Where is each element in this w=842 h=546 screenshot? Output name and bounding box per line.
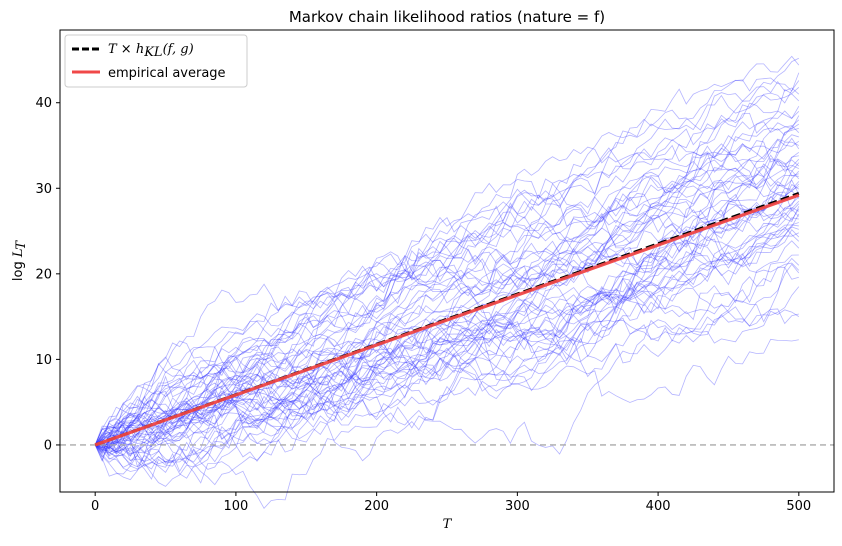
sample-path <box>94 157 800 446</box>
y-tick-label: 0 <box>44 438 52 453</box>
sample-path <box>94 80 800 446</box>
y-tick-label: 20 <box>35 267 52 282</box>
sample-path <box>95 137 800 455</box>
sample-path <box>95 93 800 450</box>
x-axis-label: T <box>443 517 453 532</box>
y-tick-label: 10 <box>35 353 52 368</box>
x-tick-label: 500 <box>786 499 811 514</box>
sample-path <box>94 252 800 487</box>
sample-path <box>94 179 800 452</box>
sample-path <box>94 217 799 467</box>
legend-times: × <box>117 42 136 57</box>
sample-path <box>94 55 800 446</box>
legend-args: (f, g) <box>163 42 194 57</box>
sample-path <box>94 87 800 453</box>
x-axis-ticks: 0 100 200 300 400 500 <box>91 492 811 514</box>
legend-kl-sub: KL <box>143 45 162 60</box>
sample-path <box>94 154 799 453</box>
x-tick-label: 300 <box>505 499 530 514</box>
legend-t: T <box>108 42 118 57</box>
sample-path <box>94 240 800 453</box>
x-tick-label: 400 <box>646 499 671 514</box>
sample-path <box>94 266 799 465</box>
legend: T × hKL(f, g) empirical average <box>64 34 248 88</box>
sample-path <box>94 181 800 473</box>
x-tick-label: 0 <box>91 499 99 514</box>
sample-path <box>94 196 800 446</box>
sample-path <box>94 204 800 452</box>
sample-path <box>94 80 800 446</box>
sample-path <box>94 213 800 447</box>
sample-path <box>94 168 800 457</box>
chart-title: Markov chain likelihood ratios (nature =… <box>289 8 605 26</box>
y-tick-label: 30 <box>35 182 52 197</box>
empirical-average-line <box>94 193 800 447</box>
sample-path <box>95 191 800 446</box>
sample-path <box>94 209 799 463</box>
sample-path <box>94 186 800 446</box>
sample-path <box>95 140 799 449</box>
sample-path <box>95 152 800 457</box>
sample-path <box>94 128 799 462</box>
y-axis-label-base: L <box>11 249 26 258</box>
legend-h: h <box>136 42 144 57</box>
sample-path <box>94 308 799 470</box>
sample-path <box>95 257 800 447</box>
sample-path <box>94 125 800 446</box>
sample-path <box>95 206 800 457</box>
sample-path <box>94 338 799 446</box>
y-axis-label-prefix: log <box>11 257 26 281</box>
sample-path <box>94 254 799 486</box>
y-axis-ticks: 0 10 20 30 40 <box>35 96 60 453</box>
sample-path <box>94 159 800 465</box>
sample-path <box>94 206 800 446</box>
sample-path <box>94 110 800 446</box>
sample-path <box>95 174 799 448</box>
sample-path <box>94 158 799 451</box>
sample-path <box>95 139 800 450</box>
sample-path <box>94 57 799 481</box>
sample-path <box>94 309 800 462</box>
plot-frame <box>59 29 835 493</box>
sample-path <box>94 119 800 462</box>
sample-path <box>94 224 799 464</box>
y-axis-label-sub: T <box>14 240 29 250</box>
sample-path <box>95 134 799 446</box>
sample-path <box>94 208 800 453</box>
sample-path <box>95 183 800 449</box>
sample-path <box>94 153 800 446</box>
sample-path <box>95 72 800 448</box>
sample-path <box>95 141 799 446</box>
sample-path <box>95 122 800 447</box>
legend-entry-empirical: empirical average <box>108 66 226 81</box>
sample-path <box>94 183 800 479</box>
y-axis-label: log LT <box>11 240 29 282</box>
sample-path <box>95 191 800 450</box>
x-tick-label: 200 <box>364 499 389 514</box>
legend-box <box>64 34 248 88</box>
x-tick-label: 100 <box>223 499 248 514</box>
sample-path <box>95 158 800 449</box>
sample-path <box>94 190 800 468</box>
sample-path <box>95 263 800 509</box>
legend-entry-theoretical: T × hKL(f, g) <box>108 42 194 60</box>
y-tick-label: 40 <box>35 96 52 111</box>
sample-path <box>94 226 800 446</box>
sample-path <box>95 226 799 447</box>
sample-path <box>94 115 800 446</box>
sample-path <box>95 188 800 449</box>
sample-path <box>95 102 800 446</box>
sample-paths <box>94 55 800 509</box>
sample-path <box>95 286 800 463</box>
